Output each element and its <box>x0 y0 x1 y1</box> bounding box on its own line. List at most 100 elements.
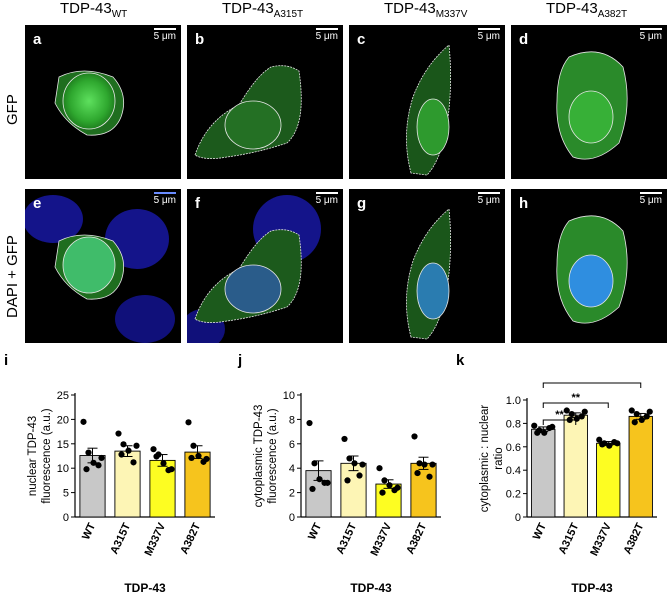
data-point <box>118 451 125 458</box>
data-point <box>115 430 122 437</box>
panel-letter: g <box>357 195 367 212</box>
chart-letter-j: j <box>238 352 243 369</box>
column-header-base: TDP-43 <box>384 0 436 17</box>
y-tick-label: 15 <box>57 439 69 451</box>
data-point <box>638 416 645 423</box>
chart-i-svg: 0 5 10 15 20 25 nuclear TDP-43 fluorescence (a.… <box>27 390 215 595</box>
scale-bar: 5 μm <box>478 28 500 42</box>
data-point <box>578 413 585 420</box>
scale-bar-label: 5 μm <box>477 31 500 42</box>
bar-A315T <box>114 450 141 518</box>
micrograph-panel-g: g 5 μm <box>349 189 505 343</box>
bar-A382T <box>628 415 653 518</box>
bar-A382T <box>410 462 437 518</box>
data-point <box>596 436 603 443</box>
y-tick-label: 0.2 <box>506 489 521 501</box>
column-header-a382t: TDP-43A382T <box>546 0 627 20</box>
micrograph-panel-a: a 5 μm <box>25 25 181 179</box>
y-tick-label: 0 <box>289 512 295 524</box>
data-point <box>416 460 423 467</box>
chart-k: 0 0.2 0.4 0.6 0.8 1.0 cytoplasmic : nuclear rat… <box>452 372 668 603</box>
cell-image-d <box>556 51 628 160</box>
panel-letter: c <box>357 31 366 48</box>
y-tick-label: 0.6 <box>506 442 521 454</box>
y-axis-label: cytoplasmic : nuclear <box>479 405 491 513</box>
significance-bracket <box>542 419 577 425</box>
scale-bar-label: 5 μm <box>639 195 662 206</box>
row-label-gfp: GFP <box>4 94 21 125</box>
data-point <box>188 454 195 462</box>
y-axis-label: fluorescence (a.u.) <box>41 408 53 503</box>
y-tick-label: 10 <box>283 390 295 402</box>
data-point <box>376 465 383 472</box>
y-axis-label: ratio <box>493 447 505 469</box>
column-header-base: TDP-43 <box>546 0 598 17</box>
panel-letter: e <box>33 195 42 212</box>
y-tick-label: 0 <box>515 512 521 524</box>
micrograph-panel-b: b 5 μm <box>187 25 343 179</box>
scale-bar: 5 μm <box>154 28 176 42</box>
panel-letter: a <box>33 31 42 48</box>
data-point <box>95 462 102 469</box>
scale-bar: 5 μm <box>478 192 500 206</box>
data-point <box>426 473 433 480</box>
panel-letter: h <box>519 195 529 212</box>
cell-image-a <box>54 70 125 136</box>
data-point <box>309 485 316 493</box>
y-axis-label: fluorescence (a.u.) <box>267 408 279 503</box>
x-axis-label: TDP-43 <box>350 581 392 595</box>
scale-bar-label: 5 μm <box>153 195 176 206</box>
data-point <box>90 459 97 466</box>
data-point <box>306 419 313 427</box>
column-header-a315t: TDP-43A315T <box>222 0 303 20</box>
data-point <box>130 459 137 466</box>
chart-k-svg: 0 0.2 0.4 0.6 0.8 1.0 cytoplasmic : nuclear rat… <box>479 372 657 595</box>
y-tick-label: 0.4 <box>506 465 521 477</box>
data-point <box>563 407 570 414</box>
cell-image-b <box>194 65 302 159</box>
scale-bar-label: 5 μm <box>153 31 176 42</box>
y-tick-label: 0 <box>63 512 69 524</box>
data-point <box>98 454 105 462</box>
y-tick-label: 20 <box>57 414 69 426</box>
data-point <box>379 489 386 496</box>
x-tick-label: WT <box>306 521 324 542</box>
cell-image-e <box>25 195 175 343</box>
data-point <box>568 410 575 418</box>
chart-letter-i: i <box>4 352 9 369</box>
data-point <box>190 442 197 449</box>
row-label-dapi-gfp: DAPI + GFP <box>4 235 21 318</box>
data-point <box>311 460 318 467</box>
scale-bar: 5 μm <box>154 192 176 206</box>
significance-bracket <box>542 402 609 408</box>
x-tick-label: A315T <box>108 521 133 556</box>
micrograph-panel-c: c 5 μm <box>349 25 505 179</box>
micrograph-panel-e: e 5 μm <box>25 189 181 343</box>
scale-bar-label: 5 μm <box>315 195 338 206</box>
x-axis-label: TDP-43 <box>571 581 613 595</box>
y-tick-label: 8 <box>289 414 295 426</box>
data-point <box>316 476 323 483</box>
column-header-sub: A315T <box>273 9 304 20</box>
data-point <box>160 460 167 467</box>
bar-WT <box>531 428 556 518</box>
data-point <box>125 447 132 454</box>
data-point <box>85 449 92 456</box>
micrograph-panel-h: h 5 μm <box>511 189 667 343</box>
y-tick-label: 6 <box>289 439 295 451</box>
bar-A315T <box>563 414 588 518</box>
significance-label: ** <box>571 392 580 404</box>
y-tick-label: 0.8 <box>506 418 521 430</box>
column-header-base: TDP-43 <box>60 0 112 17</box>
bar-A315T <box>340 462 367 518</box>
column-header-base: TDP-43 <box>222 0 274 17</box>
column-header-sub: M337V <box>435 9 468 20</box>
data-point <box>346 455 353 462</box>
x-tick-label: A315T <box>334 521 359 556</box>
data-point <box>185 419 192 426</box>
y-tick-label: 1.0 <box>506 395 521 407</box>
data-point <box>606 442 613 449</box>
scale-bar: 5 μm <box>316 28 338 42</box>
data-point <box>534 429 541 436</box>
data-point <box>153 453 160 460</box>
